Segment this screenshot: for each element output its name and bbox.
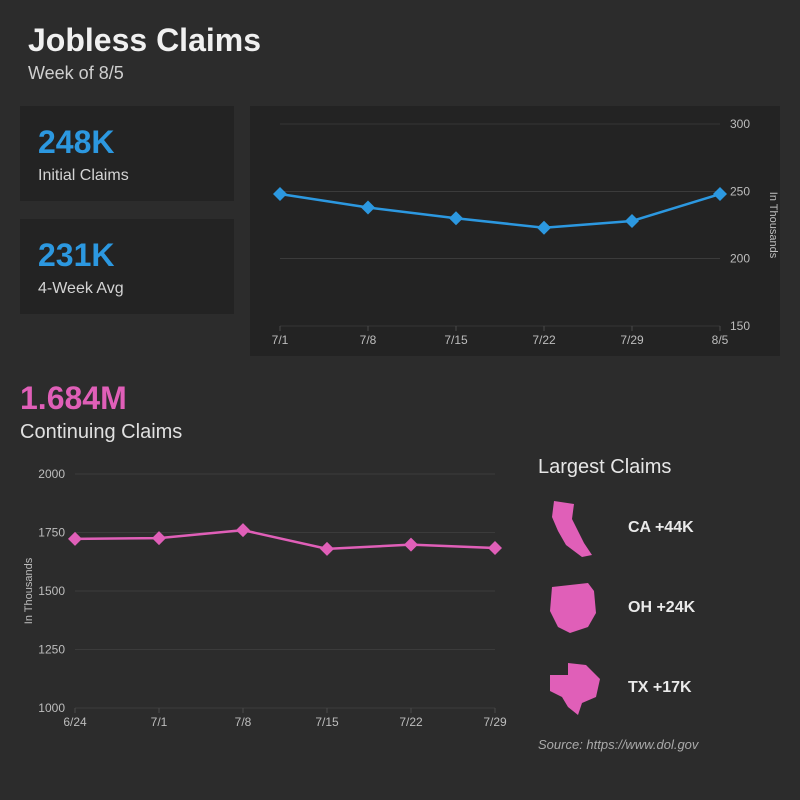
- oh-shape-icon: [538, 577, 610, 639]
- continuing-claims-label: Continuing Claims: [20, 421, 780, 444]
- svg-text:1750: 1750: [38, 526, 65, 540]
- svg-text:7/15: 7/15: [444, 333, 468, 347]
- svg-text:300: 300: [730, 117, 750, 131]
- continuing-claims-chart: 1000 1250 1500 1750 2000 6/24 7/1 7/8 7/15 7/22 7/…: [20, 456, 510, 752]
- svg-text:1000: 1000: [38, 701, 65, 715]
- svg-text:8/5: 8/5: [712, 333, 729, 347]
- svg-text:7/8: 7/8: [235, 715, 252, 729]
- svg-text:1500: 1500: [38, 584, 65, 598]
- four-week-avg-label: 4-Week Avg: [38, 280, 216, 298]
- svg-text:In Thousands: In Thousands: [23, 557, 35, 624]
- four-week-avg-card: 231K 4-Week Avg: [20, 219, 234, 314]
- svg-text:7/8: 7/8: [360, 333, 377, 347]
- svg-text:200: 200: [730, 252, 750, 266]
- svg-text:7/15: 7/15: [315, 715, 339, 729]
- tx-shape-icon: [538, 657, 610, 719]
- svg-text:2000: 2000: [38, 467, 65, 481]
- svg-text:7/1: 7/1: [272, 333, 289, 347]
- source-text: Source: https://www.dol.gov: [538, 737, 780, 752]
- svg-text:150: 150: [730, 319, 750, 333]
- svg-text:7/22: 7/22: [399, 715, 423, 729]
- svg-text:6/24: 6/24: [63, 715, 87, 729]
- page-title: Jobless Claims: [28, 22, 772, 59]
- initial-claims-chart: 150 200 250 300 7/1 7/8 7/15 7/22 7/29 8/5 In Thou…: [250, 106, 780, 356]
- svg-text:7/1: 7/1: [151, 715, 168, 729]
- svg-text:250: 250: [730, 184, 750, 198]
- initial-claims-value: 248K: [38, 124, 216, 161]
- svg-text:7/22: 7/22: [532, 333, 556, 347]
- largest-claims-title: Largest Claims: [538, 456, 780, 479]
- largest-claims-panel: Largest Claims CA +44K OH +24K TX +17K Sou…: [510, 456, 780, 752]
- state-row-oh: OH +24K: [538, 577, 780, 639]
- page-subtitle: Week of 8/5: [28, 63, 772, 84]
- initial-claims-label: Initial Claims: [38, 167, 216, 185]
- svg-text:In Thousands: In Thousands: [767, 192, 779, 259]
- state-text-ca: CA +44K: [628, 519, 694, 537]
- svg-text:7/29: 7/29: [620, 333, 644, 347]
- state-text-tx: TX +17K: [628, 679, 692, 697]
- four-week-avg-value: 231K: [38, 237, 216, 274]
- state-row-ca: CA +44K: [538, 497, 780, 559]
- svg-text:7/29: 7/29: [483, 715, 507, 729]
- svg-text:1250: 1250: [38, 643, 65, 657]
- initial-claims-card: 248K Initial Claims: [20, 106, 234, 201]
- ca-shape-icon: [538, 497, 610, 559]
- state-text-oh: OH +24K: [628, 599, 695, 617]
- state-row-tx: TX +17K: [538, 657, 780, 719]
- continuing-claims-value: 1.684M: [20, 380, 780, 417]
